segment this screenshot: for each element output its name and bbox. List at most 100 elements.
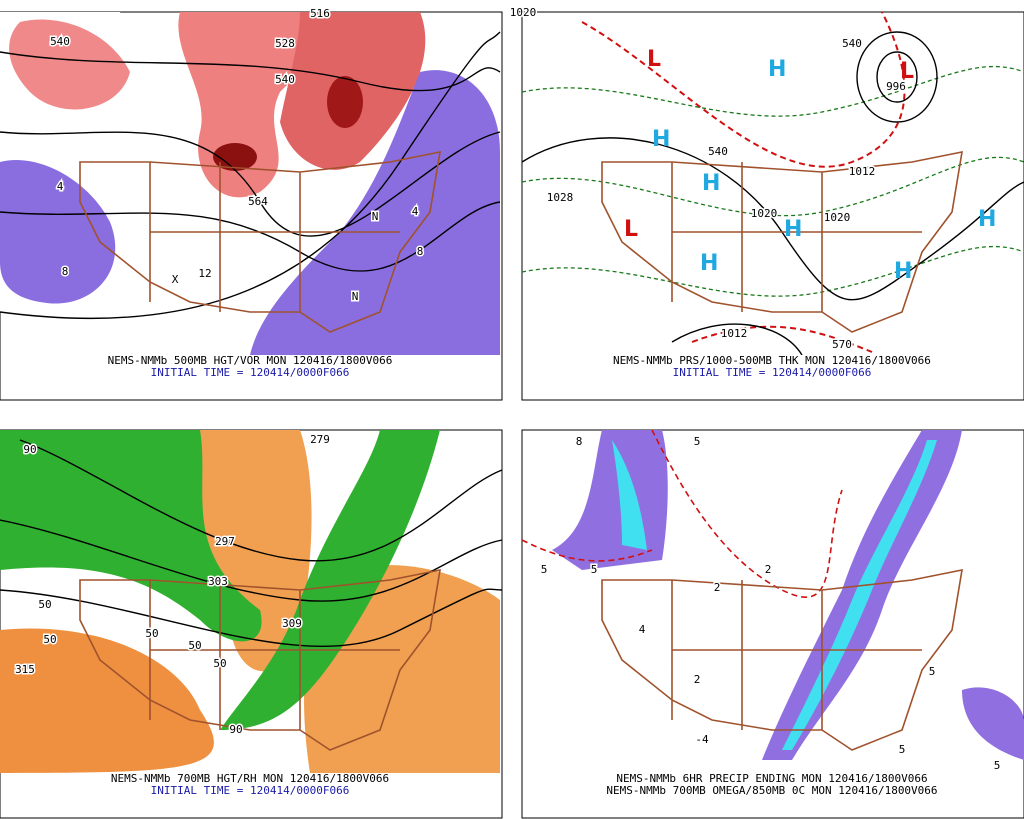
vort-neg: [250, 70, 500, 356]
contour: [0, 131, 501, 237]
contour: [0, 588, 503, 648]
pressure-center: H: [784, 217, 802, 242]
contour-label: 50: [43, 633, 56, 646]
contour-label: 50: [188, 639, 201, 652]
vort-max: [327, 76, 363, 128]
contour-label: 50: [145, 627, 158, 640]
contour-label: 297: [215, 535, 235, 548]
contour-label: 5: [994, 759, 1001, 772]
rh-dry: [0, 628, 214, 773]
panel-vorticity: 540 516 528 540 564 12 4 8 8 N N X 4 NEMS-NMMb 500MB …: [0, 6, 503, 401]
contour-label: 1012: [849, 165, 876, 178]
contour-label: 50: [38, 598, 51, 611]
contour-label: 279: [310, 433, 330, 446]
pressure-center: L: [900, 59, 914, 84]
init-time: INITIAL TIME = 120414/0000F066: [151, 366, 350, 379]
rh-moist: [220, 430, 440, 730]
contour-label: 516: [310, 7, 330, 20]
pressure-center: H: [652, 127, 670, 152]
vort-pos: [9, 19, 131, 110]
contour-label: 4: [412, 205, 419, 218]
pressure-center: H: [978, 207, 996, 232]
contour-label: 12: [198, 267, 211, 280]
contour-label: 540: [275, 73, 295, 86]
contour-label: 309: [282, 617, 302, 630]
panel-rh: 1030507090 27929730330931550505050509090…: [0, 429, 503, 819]
borders: [79, 150, 441, 333]
vort-neg: [0, 160, 116, 304]
caption-bg: [523, 355, 1023, 399]
contour-label: 1012: [721, 327, 748, 340]
frame: [521, 11, 1024, 401]
init-time: INITIAL TIME = 120414/0000F066: [673, 366, 872, 379]
pressure-center: H: [894, 259, 912, 284]
isobar: [876, 51, 918, 103]
contour-label: 540: [842, 37, 862, 50]
contour-label: 540: [50, 35, 70, 48]
contour-label: N: [352, 290, 359, 303]
contour-label: 1020: [510, 6, 537, 19]
borders: [79, 568, 441, 751]
contour-label: 8: [62, 265, 69, 278]
caption: NEMS-NMMb PRS/1000-500MB THK MON 120416/…: [613, 354, 931, 367]
contour-label: 90: [229, 723, 242, 736]
contour-label: 528: [275, 37, 295, 50]
thickness: [521, 65, 1024, 117]
contour-label: 90: [23, 443, 36, 456]
thickness: [521, 245, 1024, 297]
freezing-line: [651, 429, 843, 598]
contour-label: 5: [929, 665, 936, 678]
borders: [601, 568, 963, 751]
freezing-line: [521, 539, 653, 562]
contour-label: 8: [576, 435, 583, 448]
pressure-center: H: [768, 57, 786, 82]
precip-heavy: [612, 440, 647, 550]
contour: [19, 439, 503, 562]
isobar: [671, 323, 803, 356]
thickness-540: [581, 11, 906, 168]
contour: [0, 51, 501, 92]
contour-label: 1020: [751, 207, 778, 220]
init-time: NEMS-NMMb 700MB OMEGA/850MB 0C MON 12041…: [606, 784, 937, 797]
vort-max: [213, 143, 257, 171]
panel-precip: 110255075100125150175200300400 85552242-…: [521, 429, 1024, 819]
contour-label: 1028: [547, 191, 574, 204]
caption-bg: [1, 773, 501, 817]
rh-moist: [0, 430, 262, 642]
contour-label: 50: [213, 657, 226, 670]
pressure-center: L: [624, 217, 638, 242]
contour-label: 4: [57, 180, 64, 193]
contour-label: -4: [695, 733, 709, 746]
contour-label: 4: [639, 623, 646, 636]
contour-label: 5: [541, 563, 548, 576]
contour-label: 570: [832, 338, 852, 351]
contour-label: 2: [765, 563, 772, 576]
caption-bg: [1, 355, 501, 399]
pressure-center: H: [700, 251, 718, 276]
contour-label: N: [372, 210, 379, 223]
contour-label: 996: [886, 80, 906, 93]
contour-label: 303: [208, 575, 228, 588]
init-time: INITIAL TIME = 120414/0000F066: [151, 784, 350, 797]
borders: [601, 150, 963, 333]
contour-label: 2: [694, 673, 701, 686]
pressure-center: L: [647, 47, 661, 72]
precip-heavy: [782, 440, 937, 750]
isobar: [856, 31, 938, 123]
caption: NEMS-NMMb 6HR PRECIP ENDING MON 120416/1…: [616, 772, 927, 785]
panel-pressure: L L L H H H H H H H 1020 1028 1020 1020 1012 1012 996 540…: [508, 5, 1024, 401]
contour-label: 540: [708, 145, 728, 158]
contour-label: 5: [591, 563, 598, 576]
thickness-570: [691, 325, 873, 353]
pressure-center: H: [702, 171, 720, 196]
contour-label: 315: [15, 663, 35, 676]
thickness: [521, 156, 1024, 217]
precip: [962, 687, 1024, 760]
contour-label: 5: [899, 743, 906, 756]
caption: NEMS-NMMb 500MB HGT/VOR MON 120416/1800V…: [108, 354, 393, 367]
contour-label: 2: [714, 581, 721, 594]
contour-label: 564: [248, 195, 268, 208]
contour-label: X: [172, 273, 179, 286]
